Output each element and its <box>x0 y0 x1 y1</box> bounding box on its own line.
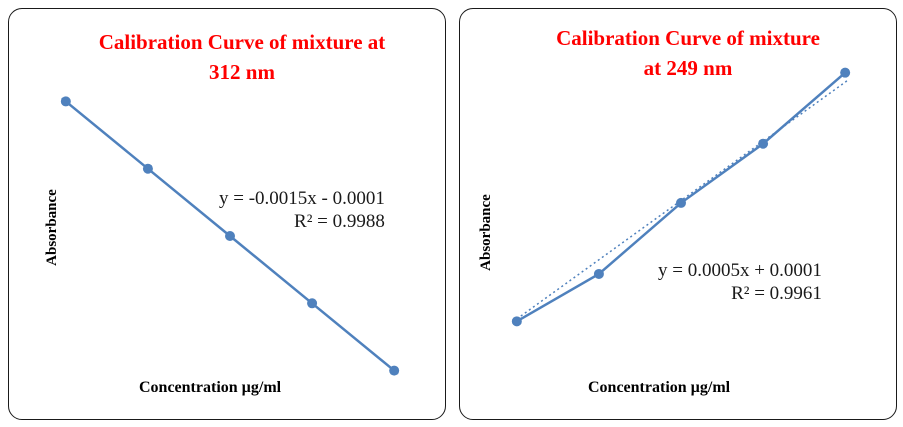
data-point <box>593 268 604 279</box>
data-point <box>60 96 71 107</box>
r-squared: R² = 0.9961 <box>731 283 822 304</box>
trendline-equation: y = 0.0005x + 0.0001 <box>658 260 822 281</box>
r-squared: R² = 0.9988 <box>294 211 385 232</box>
chart-title-line-1: Calibration Curve of mixture at <box>98 30 386 54</box>
chart-title: Calibration Curve of mixture at 249 nm <box>460 23 896 83</box>
data-point <box>225 231 235 241</box>
trendline-equation-block: y = -0.0015x - 0.0001 R² = 0.9988 <box>219 187 385 233</box>
chart-title: Calibration Curve of mixture at 312 nm <box>9 27 445 87</box>
data-point <box>840 67 851 78</box>
data-point <box>389 365 400 376</box>
trendline-equation: y = -0.0015x - 0.0001 <box>219 188 385 209</box>
trendline <box>512 78 850 323</box>
x-axis-label: Concentration µg/ml <box>139 379 282 396</box>
chart-title-line-1: Calibration Curve of mixture <box>556 26 820 50</box>
data-point <box>307 298 318 309</box>
data-point <box>511 316 522 327</box>
x-axis-label: Concentration µg/ml <box>588 379 731 396</box>
chart-panel-249nm: Calibration Curve of mixture at 249 nm A… <box>459 8 897 420</box>
chart-title-line-2: at 249 nm <box>643 56 733 80</box>
chart-title-line-2: 312 nm <box>209 60 275 84</box>
data-point <box>676 197 686 208</box>
data-point <box>142 163 153 174</box>
data-point <box>758 138 769 149</box>
plot-area <box>511 67 851 327</box>
trendline-equation-block: y = 0.0005x + 0.0001 R² = 0.9961 <box>658 259 822 305</box>
chart-panel-312nm: Calibration Curve of mixture at 312 nm A… <box>8 8 446 420</box>
plot-area <box>60 96 400 376</box>
